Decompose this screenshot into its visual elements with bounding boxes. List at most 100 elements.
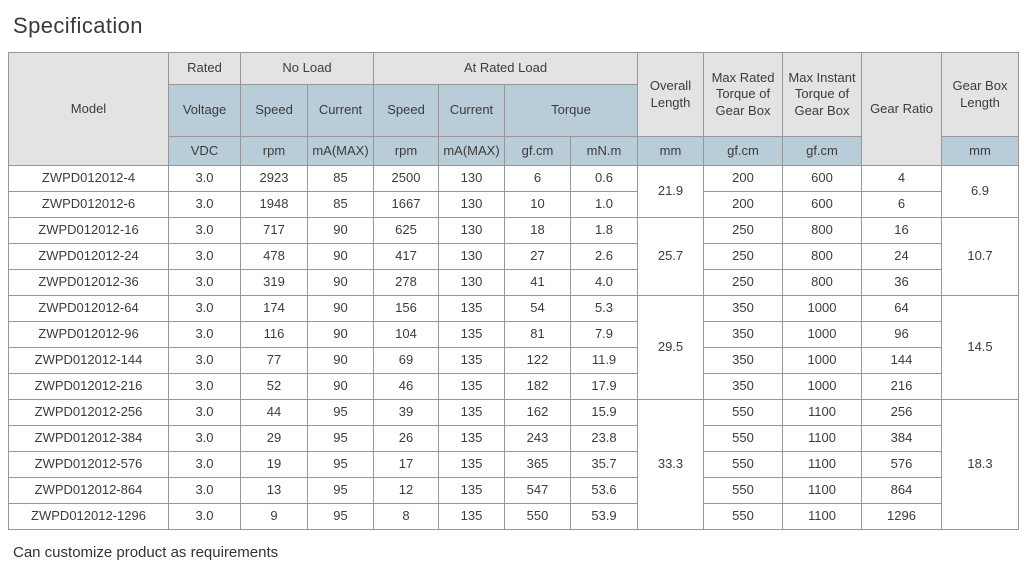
cell-torque-mnm: 1.8 bbox=[570, 217, 638, 244]
cell-no-load-speed: 9 bbox=[240, 503, 308, 530]
cell-max-rated-torque: 550 bbox=[703, 451, 783, 478]
specification-table: Model Rated No Load At Rated Load Overal… bbox=[8, 52, 1019, 530]
cell-no-load-current: 90 bbox=[307, 269, 374, 296]
cell-max-rated-torque: 250 bbox=[703, 269, 783, 296]
cell-gear-box-length: 14.5 bbox=[941, 295, 1019, 400]
cell-gear-ratio: 256 bbox=[861, 399, 942, 426]
cell-torque-mnm: 5.3 bbox=[570, 295, 638, 322]
cell-torque-gfcm: 365 bbox=[504, 451, 571, 478]
cell-voltage: 3.0 bbox=[168, 451, 241, 478]
unit-no-load-rpm: rpm bbox=[240, 136, 308, 166]
table-row: ZWPD012012-4 3.0 2923 85 2500 130 6 0.6 21.9 200 6… bbox=[8, 165, 1019, 218]
cell-no-load-current: 90 bbox=[307, 347, 374, 374]
header-gear-box-length: Gear Box Length bbox=[941, 52, 1019, 137]
cell-voltage: 3.0 bbox=[168, 217, 241, 244]
cell-overall-length: 33.3 bbox=[637, 399, 704, 530]
cell-rated-speed: 8 bbox=[373, 503, 439, 530]
header-no-load: No Load bbox=[240, 52, 374, 85]
cell-gear-ratio: 576 bbox=[861, 451, 942, 478]
cell-torque-mnm: 7.9 bbox=[570, 321, 638, 348]
header-max-rated-torque: Max Rated Torque of Gear Box bbox=[703, 52, 783, 137]
cell-rated-speed: 417 bbox=[373, 243, 439, 270]
cell-rated-current: 135 bbox=[438, 399, 505, 426]
page-title: Specification bbox=[13, 13, 143, 38]
cell-model: ZWPD012012-24 bbox=[8, 243, 169, 270]
cell-max-rated-torque: 550 bbox=[703, 425, 783, 452]
cell-max-instant-torque: 1100 bbox=[782, 477, 862, 504]
cell-torque-mnm: 15.9 bbox=[570, 399, 638, 426]
unit-gearbox-mm: mm bbox=[941, 136, 1019, 166]
cell-max-rated-torque: 250 bbox=[703, 217, 783, 244]
table-row: ZWPD012012-576 3.0 19 95 17 135 365 35.7 550 1100… bbox=[8, 451, 1019, 478]
table-row: ZWPD012012-96 3.0 116 90 104 135 81 7.9 350 1000 9… bbox=[8, 321, 1019, 348]
header-model: Model bbox=[8, 52, 169, 166]
unit-rated-rpm: rpm bbox=[373, 136, 439, 166]
cell-no-load-current: 90 bbox=[307, 295, 374, 322]
cell-rated-current: 130 bbox=[438, 165, 505, 192]
table-row: ZWPD012012-16 3.0 717 90 625 130 18 1.8 25.7 250 8… bbox=[8, 217, 1019, 296]
cell-no-load-current: 95 bbox=[307, 399, 374, 426]
cell-rated-current: 130 bbox=[438, 191, 505, 218]
cell-model: ZWPD012012-384 bbox=[8, 425, 169, 452]
cell-gear-ratio: 64 bbox=[861, 295, 942, 322]
cell-model: ZWPD012012-216 bbox=[8, 373, 169, 400]
cell-max-rated-torque: 350 bbox=[703, 373, 783, 400]
cell-gear-ratio: 24 bbox=[861, 243, 942, 270]
cell-torque-gfcm: 27 bbox=[504, 243, 571, 270]
cell-max-rated-torque: 200 bbox=[703, 165, 783, 192]
cell-no-load-speed: 717 bbox=[240, 217, 308, 244]
table-row: ZWPD012012-36 3.0 319 90 278 130 41 4.0 250 800 36 bbox=[8, 269, 1019, 296]
cell-torque-gfcm: 243 bbox=[504, 425, 571, 452]
cell-rated-speed: 104 bbox=[373, 321, 439, 348]
cell-gear-ratio: 4 bbox=[861, 165, 942, 192]
cell-no-load-speed: 319 bbox=[240, 269, 308, 296]
cell-voltage: 3.0 bbox=[168, 243, 241, 270]
table-row: ZWPD012012-64 3.0 174 90 156 135 54 5.3 29.5 350 1… bbox=[8, 295, 1019, 400]
header-at-rated-load: At Rated Load bbox=[373, 52, 638, 85]
cell-torque-gfcm: 182 bbox=[504, 373, 571, 400]
cell-overall-length: 21.9 bbox=[637, 165, 704, 218]
cell-rated-speed: 12 bbox=[373, 477, 439, 504]
cell-model: ZWPD012012-64 bbox=[8, 295, 169, 322]
cell-rated-speed: 278 bbox=[373, 269, 439, 296]
cell-rated-current: 135 bbox=[438, 451, 505, 478]
cell-torque-gfcm: 41 bbox=[504, 269, 571, 296]
cell-max-rated-torque: 550 bbox=[703, 503, 783, 530]
cell-voltage: 3.0 bbox=[168, 347, 241, 374]
cell-rated-current: 135 bbox=[438, 295, 505, 322]
cell-voltage: 3.0 bbox=[168, 191, 241, 218]
cell-voltage: 3.0 bbox=[168, 503, 241, 530]
table-row: ZWPD012012-384 3.0 29 95 26 135 243 23.8 550 1100… bbox=[8, 425, 1019, 452]
cell-torque-gfcm: 162 bbox=[504, 399, 571, 426]
header-torque: Torque bbox=[504, 84, 638, 137]
table-row: ZWPD012012-144 3.0 77 90 69 135 122 11.9 350 1000… bbox=[8, 347, 1019, 374]
cell-no-load-current: 85 bbox=[307, 165, 374, 192]
spec-table-body: ZWPD012012-4 3.0 2923 85 2500 130 6 0.6 21.9 200 6… bbox=[8, 165, 1019, 530]
cell-rated-speed: 2500 bbox=[373, 165, 439, 192]
cell-rated-current: 135 bbox=[438, 321, 505, 348]
cell-no-load-current: 85 bbox=[307, 191, 374, 218]
cell-no-load-speed: 44 bbox=[240, 399, 308, 426]
cell-rated-speed: 625 bbox=[373, 217, 439, 244]
cell-torque-gfcm: 122 bbox=[504, 347, 571, 374]
table-header: Model Rated No Load At Rated Load Overal… bbox=[8, 52, 1019, 166]
cell-max-rated-torque: 350 bbox=[703, 321, 783, 348]
table-row: ZWPD012012-256 3.0 44 95 39 135 162 15.9 33.3 550… bbox=[8, 399, 1019, 530]
cell-rated-speed: 1667 bbox=[373, 191, 439, 218]
cell-gear-box-length: 6.9 bbox=[941, 165, 1019, 218]
cell-max-rated-torque: 350 bbox=[703, 295, 783, 322]
cell-model: ZWPD012012-144 bbox=[8, 347, 169, 374]
cell-torque-mnm: 11.9 bbox=[570, 347, 638, 374]
cell-max-instant-torque: 1100 bbox=[782, 503, 862, 530]
header-rated-current: Current bbox=[438, 84, 505, 137]
cell-gear-box-length: 10.7 bbox=[941, 217, 1019, 296]
cell-rated-current: 130 bbox=[438, 217, 505, 244]
cell-no-load-speed: 77 bbox=[240, 347, 308, 374]
cell-overall-length: 29.5 bbox=[637, 295, 704, 400]
cell-no-load-speed: 19 bbox=[240, 451, 308, 478]
cell-torque-gfcm: 54 bbox=[504, 295, 571, 322]
cell-model: ZWPD012012-256 bbox=[8, 399, 169, 426]
cell-no-load-current: 90 bbox=[307, 217, 374, 244]
cell-no-load-current: 95 bbox=[307, 451, 374, 478]
